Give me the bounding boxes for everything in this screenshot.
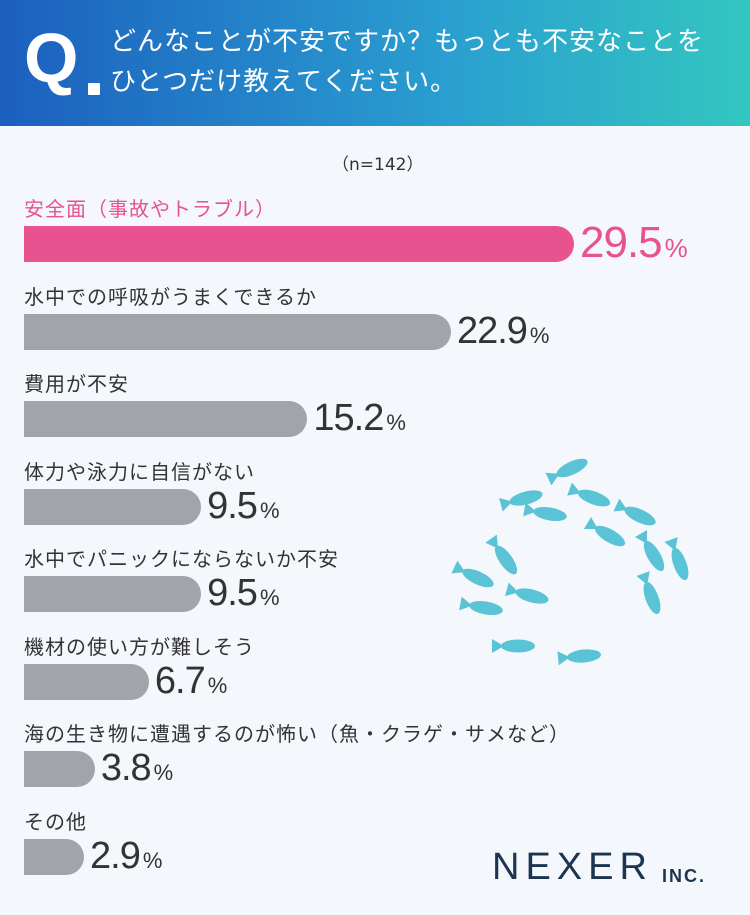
- value-label: 2.9%: [90, 835, 162, 878]
- category-label: 安全面（事故やトラブル）: [24, 197, 276, 221]
- percent-sign: %: [259, 497, 280, 523]
- value-label: 15.2%: [313, 397, 406, 440]
- fish-icon: [636, 571, 661, 615]
- fish-icon: [583, 516, 626, 547]
- category-label: 海の生き物に遭遇するのが怖い（魚・クラゲ・サメなど）: [24, 722, 570, 746]
- brand-logo: NEXER: [492, 846, 653, 888]
- percent-sign: %: [153, 760, 174, 785]
- value-number: 29.5: [580, 218, 663, 267]
- fish-icon: [451, 560, 494, 588]
- bar: [24, 576, 202, 612]
- fish-icon: [485, 534, 518, 575]
- fish-icon: [499, 490, 543, 512]
- question-dot: [88, 83, 100, 95]
- bar: [24, 751, 95, 787]
- value-label: 29.5%: [580, 218, 688, 268]
- category-label: 水中での呼吸がうまくできるか: [24, 284, 317, 309]
- fish-icon: [613, 498, 656, 526]
- fish-icon: [505, 582, 549, 604]
- value-label: 3.8%: [101, 747, 173, 790]
- fish-icon: [664, 537, 689, 581]
- sample-size: （n=142）: [332, 155, 424, 175]
- value-label: 22.9%: [457, 310, 550, 353]
- fish-icon: [523, 502, 567, 522]
- value-number: 6.7: [154, 659, 206, 702]
- bar: [24, 313, 451, 350]
- value-number: 15.2: [313, 397, 384, 439]
- fish-icon: [557, 649, 601, 666]
- brand-logo-suffix: INC.: [662, 866, 706, 886]
- bar: [24, 488, 202, 525]
- value-number: 3.8: [100, 747, 152, 789]
- percent-sign: %: [207, 672, 228, 698]
- category-label: 体力や泳力に自信がない: [24, 459, 255, 484]
- value-number: 9.5: [207, 572, 258, 614]
- question-text: どんなことが不安ですか？もっとも不安なことを ひとつだけ教えてください。: [110, 27, 705, 97]
- category-label: その他: [24, 809, 87, 834]
- value-number: 2.9: [90, 834, 141, 877]
- percent-sign: %: [386, 410, 406, 435]
- value-label: 9.5%: [207, 572, 279, 615]
- fish-icon: [634, 529, 665, 572]
- category-label: 費用が不安: [24, 372, 129, 396]
- category-label: 機材の使い方が難しそう: [24, 634, 255, 659]
- fish-icon: [545, 458, 588, 486]
- fish-icon: [492, 639, 535, 653]
- bar: [24, 226, 574, 262]
- percent-sign: %: [259, 585, 280, 610]
- bar: [24, 401, 308, 437]
- header-banner: Q どんなことが不安ですか？もっとも不安なことを ひとつだけ教えてください。: [0, 0, 750, 126]
- bar: [24, 663, 149, 700]
- percent-sign: %: [664, 233, 688, 263]
- value-number: 9.5: [207, 484, 258, 527]
- percent-sign: %: [142, 847, 163, 873]
- fish-icon: [459, 596, 503, 616]
- fish-icon: [567, 482, 611, 507]
- value-label: 6.7%: [155, 660, 227, 703]
- value-number: 22.9: [456, 309, 528, 352]
- bar: [24, 838, 84, 875]
- category-label: 水中でパニックにならないか不安: [24, 547, 339, 571]
- percent-sign: %: [529, 322, 550, 348]
- question-mark-label: Q: [24, 19, 79, 97]
- value-label: 9.5%: [207, 485, 279, 528]
